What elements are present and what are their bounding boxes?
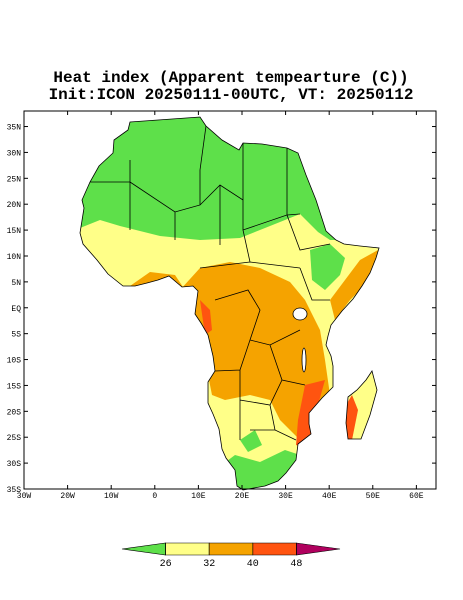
colorbar-segment	[208, 542, 254, 556]
lat-tick-label: 20N	[7, 201, 22, 210]
lat-tick-label: 10N	[7, 253, 22, 262]
lat-tick-label: 5S	[11, 331, 21, 340]
colorbar-segment	[121, 542, 166, 556]
lat-tick-label: 35S	[7, 486, 22, 495]
lat-tick-label: 10S	[7, 357, 22, 366]
lon-tick-label: 30E	[278, 492, 293, 501]
map-subtitle: Init:ICON 20250111-00UTC, VT: 20250112	[49, 86, 414, 104]
colorbar-segment	[165, 542, 210, 556]
lake-victoria	[292, 307, 308, 321]
map-frame	[23, 110, 437, 490]
lon-tick-label: 40E	[322, 492, 337, 501]
borders	[79, 116, 380, 491]
colorbar-segment	[296, 542, 341, 556]
coastline	[345, 370, 378, 440]
colorbar-label: 48	[290, 559, 302, 570]
coastline	[79, 116, 380, 491]
lat-tick-label: 30S	[7, 460, 22, 469]
lat-tick-label: 5N	[11, 279, 21, 288]
lat-tick-label: 35N	[7, 124, 22, 133]
lon-tick-label: 50E	[366, 492, 381, 501]
lon-tick-label: 10E	[191, 492, 206, 501]
lon-tick-label: 20E	[235, 492, 250, 501]
zone	[80, 117, 379, 240]
lon-tick-label: 60E	[409, 492, 424, 501]
lon-tick-label: 30W	[17, 492, 32, 501]
lat-tick-label: 25S	[7, 434, 22, 443]
lat-tick-label: 30N	[7, 149, 22, 158]
colorbar-label: 26	[160, 559, 172, 570]
colorbar-label: 32	[203, 559, 215, 570]
lat-tick-label: 15S	[7, 382, 22, 391]
country-border	[90, 125, 331, 441]
zone	[180, 262, 330, 440]
lat-tick-label: EQ	[11, 305, 21, 314]
zone	[200, 300, 212, 335]
colorbar-segment	[252, 542, 297, 556]
lon-tick-label: 0	[152, 492, 157, 501]
map-title: Heat index (Apparent tempearture (C))	[53, 69, 408, 87]
heat-field	[80, 117, 379, 490]
lake-malawi	[301, 347, 307, 373]
colorbar-label: 40	[247, 559, 259, 570]
lon-tick-label: 20W	[60, 492, 75, 501]
lat-tick-label: 25N	[7, 175, 22, 184]
zone	[310, 244, 345, 290]
lon-tick-label: 10W	[104, 492, 119, 501]
zone	[330, 250, 378, 320]
zone	[240, 430, 262, 452]
lat-tick-label: 20S	[7, 408, 22, 417]
lat-tick-label: 15N	[7, 227, 22, 236]
